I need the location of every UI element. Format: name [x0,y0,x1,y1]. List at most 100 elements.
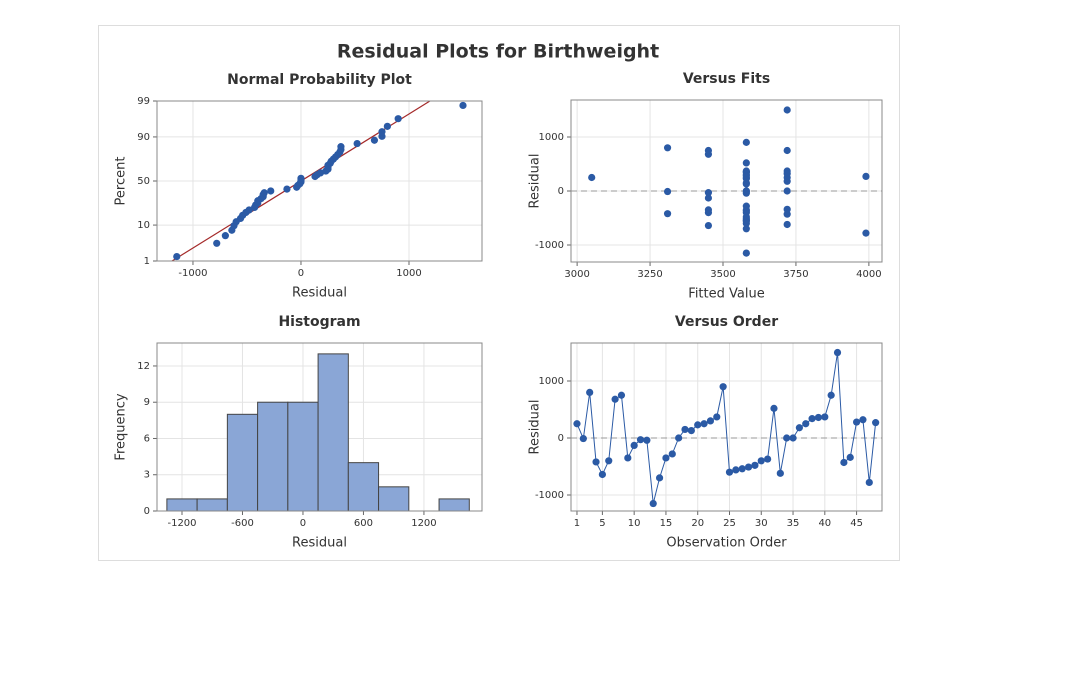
point [742,138,750,146]
point [742,187,750,195]
y-tick-label: 0 [558,186,564,197]
point [592,458,600,466]
point [744,463,753,471]
x-tick-label: 3750 [783,269,808,280]
point [833,348,842,357]
point [776,469,784,477]
y-tick-label: 1000 [539,132,564,143]
x-tick-label: 30 [755,518,768,529]
y-axis-label: Residual [528,154,543,209]
y-axis-label: Percent [114,157,129,206]
point [643,436,651,444]
bar [317,353,349,512]
point [742,180,750,188]
subplot-title: Normal Probability Plot [227,72,412,88]
point [370,136,379,144]
y-tick-label: 50 [137,176,150,187]
point [173,252,181,261]
point [783,106,791,114]
bar [378,486,410,512]
subplot: Versus Fits Fitted Value Residual 3000 3250 3… [528,71,883,302]
bar [347,462,380,512]
point [655,474,664,482]
x-axis-label: Observation Order [666,536,787,551]
point [821,413,829,421]
y-tick-label: 10 [137,220,150,231]
x-tick-label: 45 [850,518,863,529]
point [586,388,594,397]
point [757,457,765,465]
point [852,418,861,426]
point [337,143,345,151]
subplot-title: Versus Fits [683,71,770,87]
point [783,170,791,178]
point [827,391,835,399]
point [742,172,750,180]
plot-frame [156,342,483,512]
x-tick-label: 20 [691,518,704,529]
point [704,194,713,202]
point [605,457,613,465]
point [588,173,596,182]
point [378,128,386,136]
point [713,413,721,421]
x-tick-label: 0 [300,518,306,529]
point [700,420,708,428]
plot-frame [570,342,883,512]
y-axis-label: Frequency [114,393,129,460]
point [624,454,632,462]
x-tick-label: -1000 [178,268,207,279]
x-tick-label: 0 [298,268,304,279]
point [573,420,581,428]
y-tick-label: -1000 [535,490,564,501]
y-tick-label: 3 [144,470,150,481]
point [316,169,325,177]
y-tick-label: 1 [144,256,150,267]
x-tick-label: 3000 [564,269,589,280]
point [663,187,672,196]
y-tick-label: 90 [137,132,150,143]
plot-area [571,100,882,262]
y-axis-label: Residual [528,400,543,455]
y-tick-label: 0 [144,506,150,517]
bar [196,498,228,512]
point [663,210,672,218]
x-tick-label: -1200 [167,518,196,529]
point [662,454,670,462]
point [789,434,797,442]
point [862,229,870,237]
point [611,395,619,403]
subplot: Normal Probability Plot Residual Percent -1… [114,72,483,301]
point [872,419,880,427]
point [742,207,750,215]
point [598,470,606,479]
point [394,115,402,123]
x-axis-label: Fitted Value [688,287,764,302]
point [706,417,715,425]
point [783,434,791,442]
y-tick-label: 99 [137,96,150,107]
point [630,441,638,450]
x-tick-label: 1200 [411,518,436,529]
point [260,189,268,197]
point [245,206,253,214]
subplot-title: Histogram [278,314,360,330]
x-tick-label: 1000 [396,268,421,279]
point [783,187,791,195]
bar [287,401,319,512]
point [719,383,727,391]
point [865,478,873,487]
point [668,450,676,458]
x-tick-label: 4000 [856,269,881,280]
point [663,144,672,152]
point [649,499,657,508]
point [732,466,740,474]
point [738,465,746,473]
y-tick-label: -1000 [535,240,564,251]
x-tick-label: -600 [231,518,254,529]
plot-frame [570,99,883,263]
x-tick-label: 40 [818,518,831,529]
point [802,420,810,428]
